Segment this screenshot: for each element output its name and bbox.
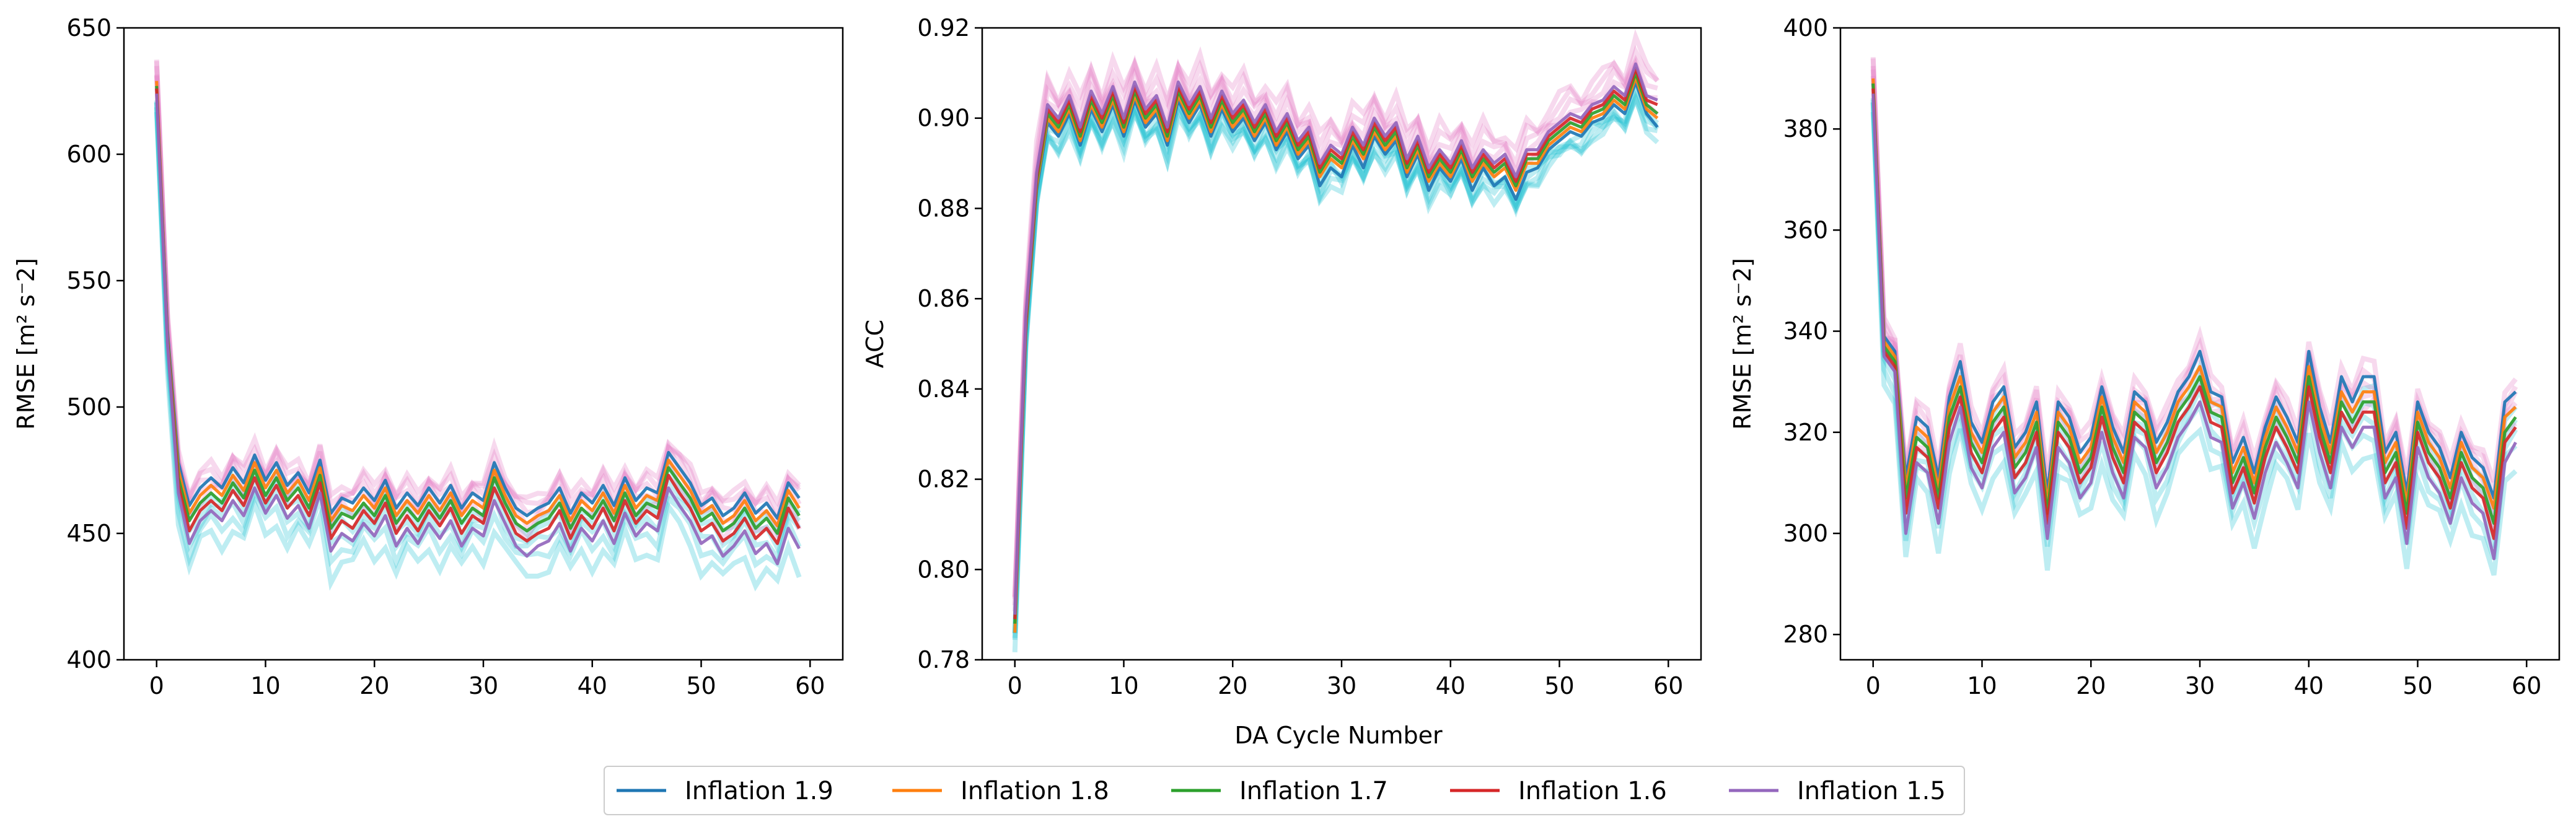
x-tick-label: 50 bbox=[1544, 672, 1574, 699]
series-line bbox=[155, 88, 801, 545]
x-tick-label: 20 bbox=[2076, 672, 2106, 699]
y-tick-label: 340 bbox=[1783, 318, 1828, 345]
x-tick-label: 0 bbox=[149, 672, 164, 699]
legend-label: Inflation 1.5 bbox=[1797, 777, 1946, 805]
spread-band-upper bbox=[154, 74, 801, 508]
plot-area bbox=[1012, 28, 1660, 652]
series-line bbox=[1871, 93, 2517, 561]
x-tick-label: 10 bbox=[250, 672, 280, 699]
spread-band-upper bbox=[154, 59, 801, 519]
y-tick-label: 400 bbox=[66, 646, 112, 673]
x-tick-label: 20 bbox=[1218, 672, 1247, 699]
y-tick-label: 0.78 bbox=[917, 646, 970, 673]
series-line bbox=[155, 93, 801, 566]
y-tick-label: 0.86 bbox=[917, 285, 970, 312]
y-tick-label: 600 bbox=[66, 141, 112, 168]
spread-band-lower bbox=[154, 112, 802, 592]
legend-label: Inflation 1.9 bbox=[685, 777, 833, 805]
x-tick-label: 60 bbox=[2512, 672, 2541, 699]
y-tick-label: 650 bbox=[66, 14, 112, 42]
x-tick-label: 30 bbox=[468, 672, 498, 699]
acc-panel-middle: 0 10 20 30 40 50 60 0.78 0.80 0.82 0.84 0.86 0.88 0.9… bbox=[861, 14, 1702, 699]
series-line bbox=[155, 81, 801, 528]
y-tick-label: 450 bbox=[66, 520, 112, 547]
y-tick-label: 380 bbox=[1783, 115, 1828, 142]
spread-band-upper bbox=[1012, 28, 1660, 597]
series-line bbox=[155, 88, 801, 520]
y-axis-label: RMSE [m² s⁻2] bbox=[1729, 258, 1756, 429]
x-tick-label: 30 bbox=[2185, 672, 2215, 699]
spread-band-lower bbox=[1012, 90, 1659, 638]
legend: Inflation 1.9 Inflation 1.8 Inflation 1.7 I… bbox=[604, 766, 1965, 815]
series-line bbox=[1871, 83, 2517, 525]
series-line bbox=[1013, 62, 1658, 615]
y-axis-label: RMSE [m² s⁻2] bbox=[12, 258, 40, 429]
series-line bbox=[1871, 88, 2517, 540]
legend-label: Inflation 1.8 bbox=[961, 777, 1109, 805]
plot-area bbox=[1870, 57, 2518, 576]
x-tick-label: 0 bbox=[1866, 672, 1881, 699]
y-tick-label: 280 bbox=[1783, 621, 1828, 648]
x-tick-label: 10 bbox=[1967, 672, 1997, 699]
spread-band-upper bbox=[1870, 69, 2518, 483]
legend-label: Inflation 1.6 bbox=[1518, 777, 1667, 805]
plot-area bbox=[154, 59, 802, 592]
y-tick-label: 0.90 bbox=[917, 105, 970, 132]
spread-band-upper bbox=[1012, 55, 1658, 599]
x-tick-label: 10 bbox=[1109, 672, 1138, 699]
y-tick-label: 320 bbox=[1783, 419, 1828, 446]
x-tick-label: 40 bbox=[2294, 672, 2324, 699]
y-tick-label: 550 bbox=[66, 267, 112, 294]
spread-band-lower bbox=[1870, 102, 2518, 560]
y-tick-label: 0.80 bbox=[917, 556, 970, 583]
y-axis-label: ACC bbox=[861, 320, 889, 368]
legend-frame bbox=[604, 766, 1965, 815]
x-tick-label: 40 bbox=[1436, 672, 1466, 699]
y-tick-label: 0.88 bbox=[917, 195, 970, 222]
y-tick-label: 500 bbox=[66, 393, 112, 421]
y-tick-label: 360 bbox=[1783, 216, 1828, 243]
y-tick-label: 0.84 bbox=[917, 375, 970, 403]
rmse-panel-right: 0 10 20 30 40 50 60 280 300 320 340 360 380 400 RMSE [… bbox=[1729, 14, 2561, 699]
x-tick-label: 0 bbox=[1008, 672, 1022, 699]
x-tick-label: 30 bbox=[1327, 672, 1356, 699]
x-tick-label: 60 bbox=[795, 672, 825, 699]
rmse-panel-left: 0 10 20 30 40 50 60 400 450 500 550 600 650 RMSE [m² … bbox=[12, 14, 844, 699]
x-tick-label: 50 bbox=[2402, 672, 2432, 699]
x-tick-label: 20 bbox=[359, 672, 389, 699]
spread-band-upper bbox=[1012, 45, 1659, 597]
x-tick-label: 40 bbox=[578, 672, 607, 699]
shared-x-axis-label: DA Cycle Number bbox=[1234, 722, 1443, 749]
y-tick-label: 300 bbox=[1783, 520, 1828, 547]
x-tick-label: 50 bbox=[686, 672, 716, 699]
series-line bbox=[155, 85, 801, 535]
spread-band-lower bbox=[1870, 112, 2518, 576]
spread-band-lower bbox=[154, 102, 802, 569]
x-tick-label: 60 bbox=[1653, 672, 1683, 699]
spread-band-lower bbox=[1012, 92, 1658, 652]
y-tick-label: 0.82 bbox=[917, 466, 970, 493]
y-tick-label: 400 bbox=[1783, 14, 1828, 42]
y-tick-label: 0.92 bbox=[917, 14, 970, 42]
legend-label: Inflation 1.7 bbox=[1239, 777, 1388, 805]
